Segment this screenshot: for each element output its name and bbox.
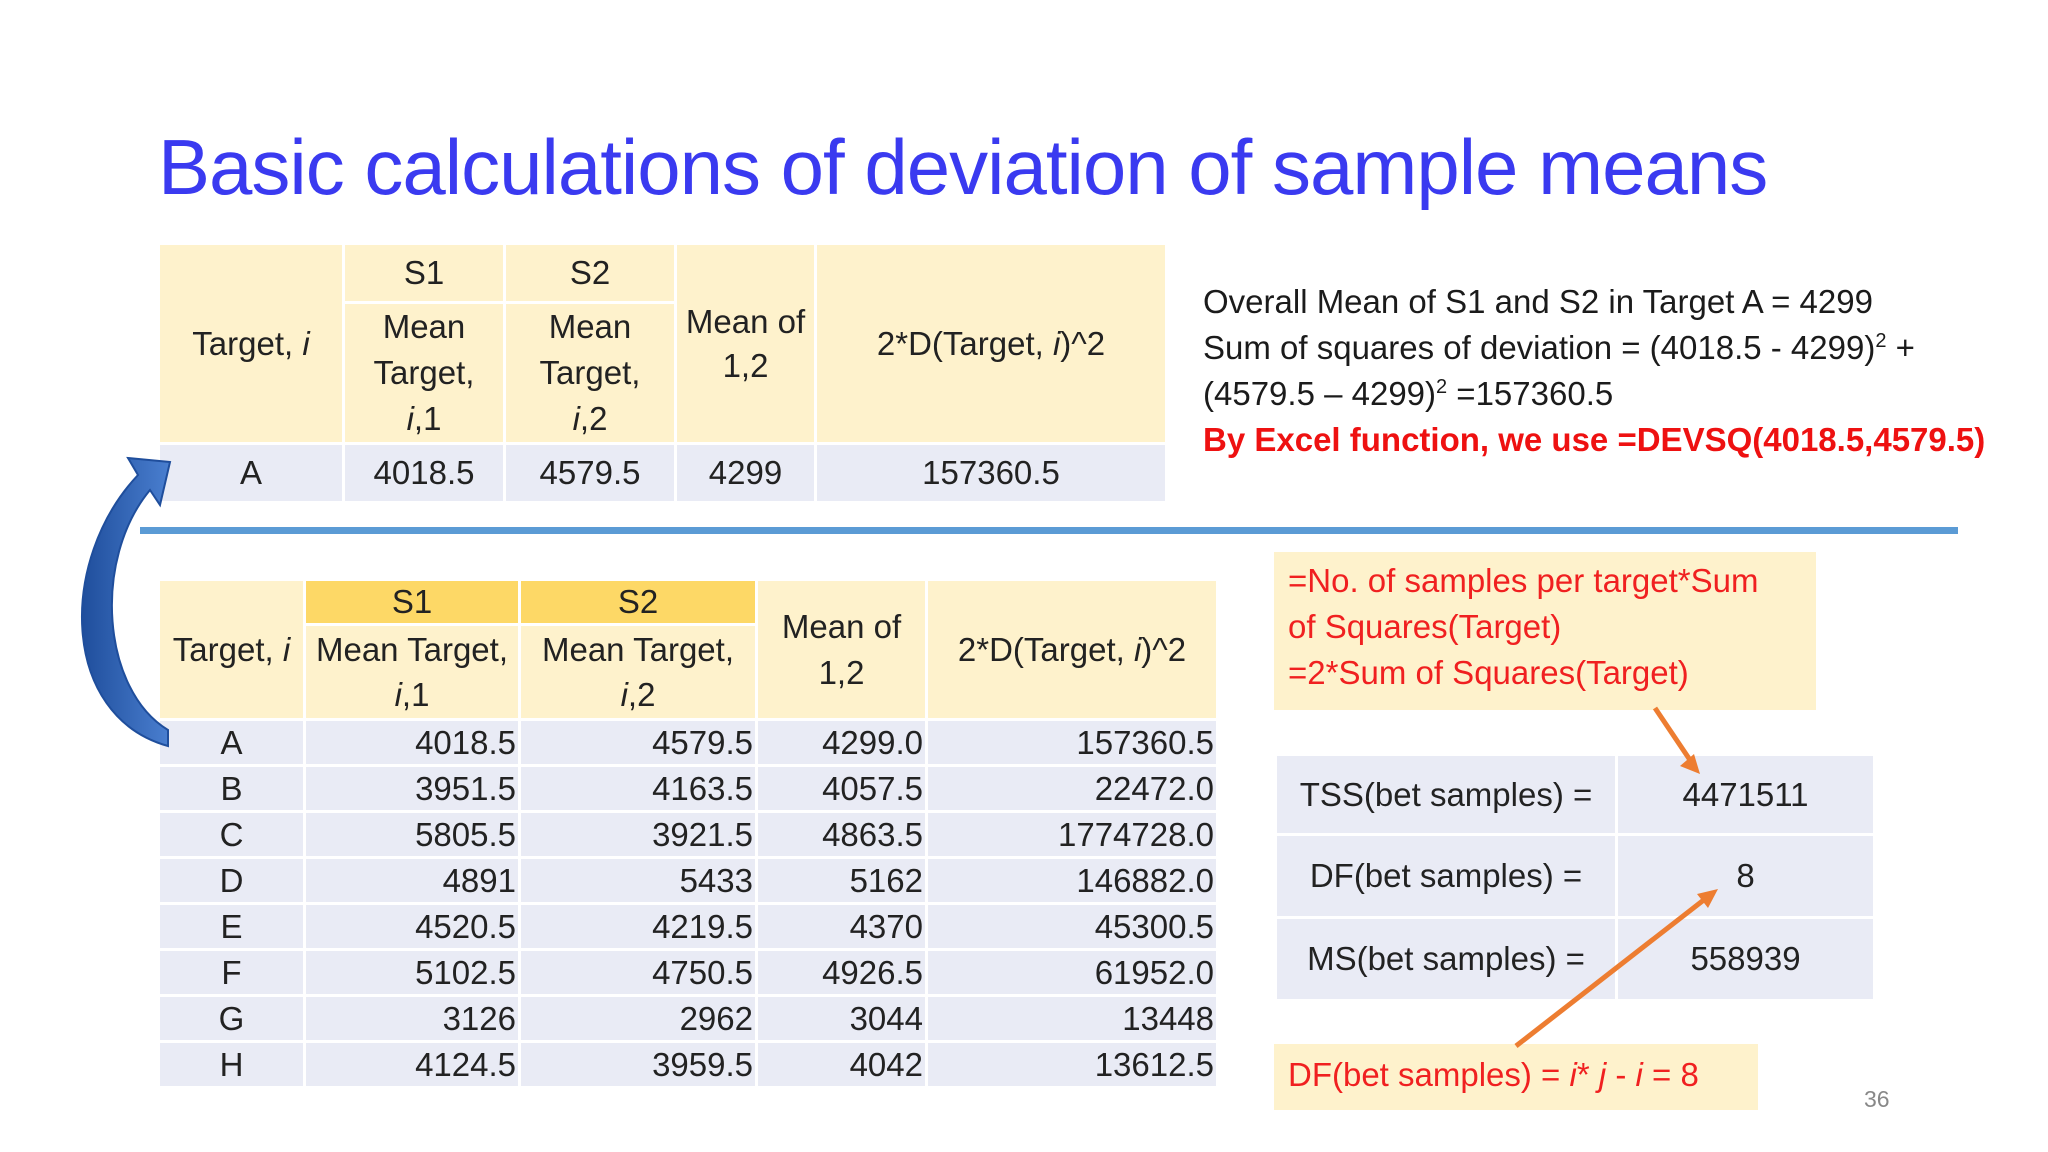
header-mean-target-1: Mean Target, i,1	[306, 626, 518, 718]
table-row: A 4018.5 4579.5 4299.0 157360.5	[160, 721, 1216, 764]
cell-target: G	[160, 997, 303, 1040]
table-row: D 4891 5433 5162 146882.0	[160, 859, 1216, 902]
cell-deviation: 13612.5	[928, 1043, 1216, 1086]
cell-mean: 4299.0	[758, 721, 925, 764]
cell-target: C	[160, 813, 303, 856]
header-target: Target, i	[160, 581, 303, 718]
cell-deviation: 13448	[928, 997, 1216, 1040]
note-sum-squares: Sum of squares of deviation = (4018.5 - …	[1203, 329, 1915, 366]
table-row: F 5102.5 4750.5 4926.5 61952.0	[160, 951, 1216, 994]
cell-mean: 4057.5	[758, 767, 925, 810]
table-row: G 3126 2962 3044 13448	[160, 997, 1216, 1040]
note-excel-function: By Excel function, we use =DEVSQ(4018.5,…	[1203, 421, 1986, 458]
cell-s1: 4891	[306, 859, 518, 902]
cell-target: D	[160, 859, 303, 902]
page-number: 36	[1864, 1086, 1890, 1112]
all-targets-table: Target, i S1 S2 Mean of 1,2 2*D(Target, …	[157, 578, 1219, 1089]
cell-s2: 5433	[521, 859, 755, 902]
cell-deviation: 146882.0	[928, 859, 1216, 902]
cell-s2: 3921.5	[521, 813, 755, 856]
cell-s2: 4219.5	[521, 905, 755, 948]
cell-target: H	[160, 1043, 303, 1086]
table-row: A 4018.5 4579.5 4299 157360.5	[160, 445, 1165, 501]
table-row: H 4124.5 3959.5 4042 13612.5	[160, 1043, 1216, 1086]
cell-s2: 4750.5	[521, 951, 755, 994]
note-sum-squares-cont: (4579.5 – 4299)2 =157360.5	[1203, 375, 1614, 412]
cell-s2: 4579.5	[506, 445, 674, 501]
cell-s1: 5805.5	[306, 813, 518, 856]
header-s1: S1	[306, 581, 518, 623]
formula-line-2: of Squares(Target)	[1288, 608, 1562, 645]
header-mean-target-1: Mean Target, i,1	[345, 304, 503, 442]
table-row: B 3951.5 4163.5 4057.5 22472.0	[160, 767, 1216, 810]
header-s2: S2	[521, 581, 755, 623]
cell-s1: 4018.5	[306, 721, 518, 764]
df-formula-box: DF(bet samples) = i* j - i = 8	[1274, 1044, 1758, 1110]
cell-s1: 5102.5	[306, 951, 518, 994]
header-s2: S2	[506, 245, 674, 301]
df-value: 8	[1618, 836, 1873, 916]
cell-s2: 4579.5	[521, 721, 755, 764]
table-body: A 4018.5 4579.5 4299.0 157360.5 B 3951.5 4163.5…	[160, 721, 1216, 1086]
cell-mean: 4926.5	[758, 951, 925, 994]
header-mean12: Mean of 1,2	[758, 581, 925, 718]
cell-deviation: 1774728.0	[928, 813, 1216, 856]
cell-target: A	[160, 445, 342, 501]
note-overall-mean: Overall Mean of S1 and S2 in Target A = …	[1203, 283, 1873, 320]
cell-mean: 5162	[758, 859, 925, 902]
summary-row-tss: TSS(bet samples) = 4471511	[1277, 756, 1873, 833]
cell-deviation: 157360.5	[817, 445, 1165, 501]
cell-mean: 4299	[677, 445, 814, 501]
df-label: DF(bet samples) =	[1277, 836, 1615, 916]
divider-line	[140, 527, 1958, 534]
header-deviation: 2*D(Target, i)^2	[928, 581, 1216, 718]
formula-line-1: =No. of samples per target*Sum	[1288, 562, 1759, 599]
ms-value: 558939	[1618, 919, 1873, 999]
cell-s2: 4163.5	[521, 767, 755, 810]
cell-target: B	[160, 767, 303, 810]
target-a-table: Target, i S1 S2 Mean of 1,2 2*D(Target, …	[157, 242, 1168, 504]
summary-row-df: DF(bet samples) = 8	[1277, 836, 1873, 916]
cell-s2: 3959.5	[521, 1043, 755, 1086]
cell-deviation: 61952.0	[928, 951, 1216, 994]
cell-mean: 4042	[758, 1043, 925, 1086]
cell-target: A	[160, 721, 303, 764]
cell-s1: 4018.5	[345, 445, 503, 501]
cell-s2: 2962	[521, 997, 755, 1040]
table-row: C 5805.5 3921.5 4863.5 1774728.0	[160, 813, 1216, 856]
formula-note-box: =No. of samples per target*Sum of Square…	[1274, 552, 1816, 710]
cell-s1: 3951.5	[306, 767, 518, 810]
table-row: E 4520.5 4219.5 4370 45300.5	[160, 905, 1216, 948]
slide-title: Basic calculations of deviation of sampl…	[158, 123, 1768, 211]
header-s1: S1	[345, 245, 503, 301]
formula-line-3: =2*Sum of Squares(Target)	[1288, 654, 1689, 691]
header-mean-target-2: Mean Target, i,2	[506, 304, 674, 442]
cell-target: E	[160, 905, 303, 948]
tss-value: 4471511	[1618, 756, 1873, 833]
cell-deviation: 22472.0	[928, 767, 1216, 810]
summary-table: TSS(bet samples) = 4471511 DF(bet sample…	[1274, 753, 1876, 1002]
cell-s1: 3126	[306, 997, 518, 1040]
cell-s1: 4520.5	[306, 905, 518, 948]
tss-label: TSS(bet samples) =	[1277, 756, 1615, 833]
ms-label: MS(bet samples) =	[1277, 919, 1615, 999]
cell-mean: 4370	[758, 905, 925, 948]
header-mean-target-2: Mean Target, i,2	[521, 626, 755, 718]
cell-s1: 4124.5	[306, 1043, 518, 1086]
cell-mean: 4863.5	[758, 813, 925, 856]
cell-deviation: 157360.5	[928, 721, 1216, 764]
header-mean12: Mean of 1,2	[677, 245, 814, 442]
header-target: Target, i	[160, 245, 342, 442]
summary-row-ms: MS(bet samples) = 558939	[1277, 919, 1873, 999]
cell-target: F	[160, 951, 303, 994]
header-deviation: 2*D(Target, i)^2	[817, 245, 1165, 442]
cell-mean: 3044	[758, 997, 925, 1040]
cell-deviation: 45300.5	[928, 905, 1216, 948]
